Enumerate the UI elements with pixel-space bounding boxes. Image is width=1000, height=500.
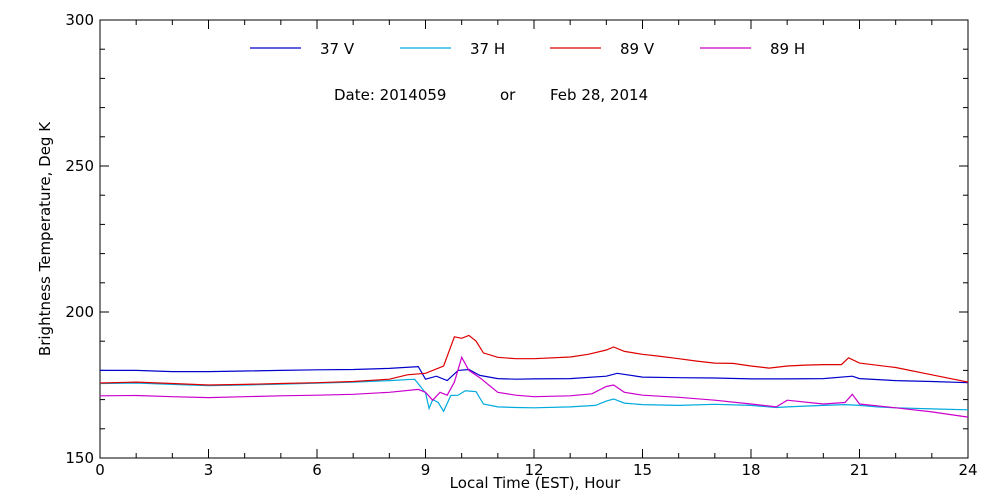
legend-label-89-v: 89 V <box>620 40 655 58</box>
y-tick-label: 200 <box>65 303 94 321</box>
x-tick-label: 18 <box>741 461 760 479</box>
x-tick-label: 6 <box>312 461 322 479</box>
x-axis-label: Local Time (EST), Hour <box>450 474 621 492</box>
y-tick-label: 150 <box>65 449 94 467</box>
y-axis-ticks: 150 200 250 300 <box>65 11 968 467</box>
series-lines <box>99 334 969 418</box>
x-tick-label: 9 <box>421 461 431 479</box>
or-label: or <box>500 86 516 104</box>
x-tick-label: 21 <box>850 461 869 479</box>
legend: 37 V 37 H 89 V 89 H <box>250 40 805 58</box>
y-tick-label: 250 <box>65 157 94 175</box>
series-line-89-v <box>99 334 969 386</box>
date-label: Date: 2014059 <box>334 86 446 104</box>
y-tick-label: 300 <box>65 11 94 29</box>
series-line-37-v <box>100 365 969 384</box>
legend-label-37-v: 37 V <box>320 40 355 58</box>
legend-label-37-h: 37 H <box>470 40 505 58</box>
x-tick-label: 3 <box>204 461 214 479</box>
x-tick-label: 0 <box>95 461 105 479</box>
x-tick-label: 12 <box>524 461 543 479</box>
series-line-89-h <box>99 355 969 418</box>
plot-frame <box>99 19 969 459</box>
date-text: Feb 28, 2014 <box>550 86 648 104</box>
legend-label-89-h: 89 H <box>770 40 805 58</box>
x-axis-ticks: 0 3 6 9 12 15 18 21 24 <box>95 20 978 479</box>
y-axis-label: Brightness Temperature, Deg K <box>36 121 54 356</box>
x-tick-label: 24 <box>958 461 977 479</box>
x-tick-label: 15 <box>633 461 652 479</box>
series-line-37-h <box>99 378 969 413</box>
